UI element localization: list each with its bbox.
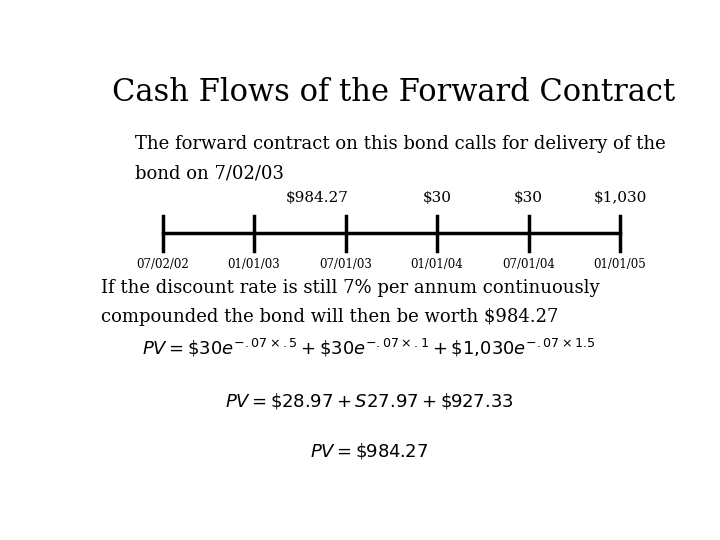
- Text: $PV = \$30e^{-.07\times .5} + \$30e^{-.07\times .1} + \$1{,}030e^{-.07\times 1.5: $PV = \$30e^{-.07\times .5} + \$30e^{-.0…: [143, 337, 595, 359]
- Text: $984.27: $984.27: [285, 191, 348, 205]
- Text: bond on 7/02/03: bond on 7/02/03: [135, 165, 284, 183]
- Text: Cash Flows of the Forward Contract: Cash Flows of the Forward Contract: [112, 77, 675, 109]
- Text: 01/01/03: 01/01/03: [228, 258, 280, 271]
- Text: The forward contract on this bond calls for delivery of the: The forward contract on this bond calls …: [135, 136, 665, 153]
- Text: 07/01/03: 07/01/03: [319, 258, 372, 271]
- Text: $1,030: $1,030: [593, 191, 647, 205]
- Text: $PV = \$28.97 + S27.97 + \$927.33$: $PV = \$28.97 + S27.97 + \$927.33$: [225, 391, 513, 411]
- Text: 07/02/02: 07/02/02: [136, 258, 189, 271]
- Text: compounded the bond will then be worth $984.27: compounded the bond will then be worth $…: [101, 308, 559, 326]
- Text: If the discount rate is still 7% per annum continuously: If the discount rate is still 7% per ann…: [101, 279, 600, 297]
- Text: $PV = \$984.27$: $PV = \$984.27$: [310, 441, 428, 461]
- Text: $30: $30: [423, 191, 451, 205]
- Text: 01/01/05: 01/01/05: [594, 258, 647, 271]
- Text: 07/01/04: 07/01/04: [502, 258, 555, 271]
- Text: $30: $30: [514, 191, 543, 205]
- Text: 01/01/04: 01/01/04: [410, 258, 464, 271]
